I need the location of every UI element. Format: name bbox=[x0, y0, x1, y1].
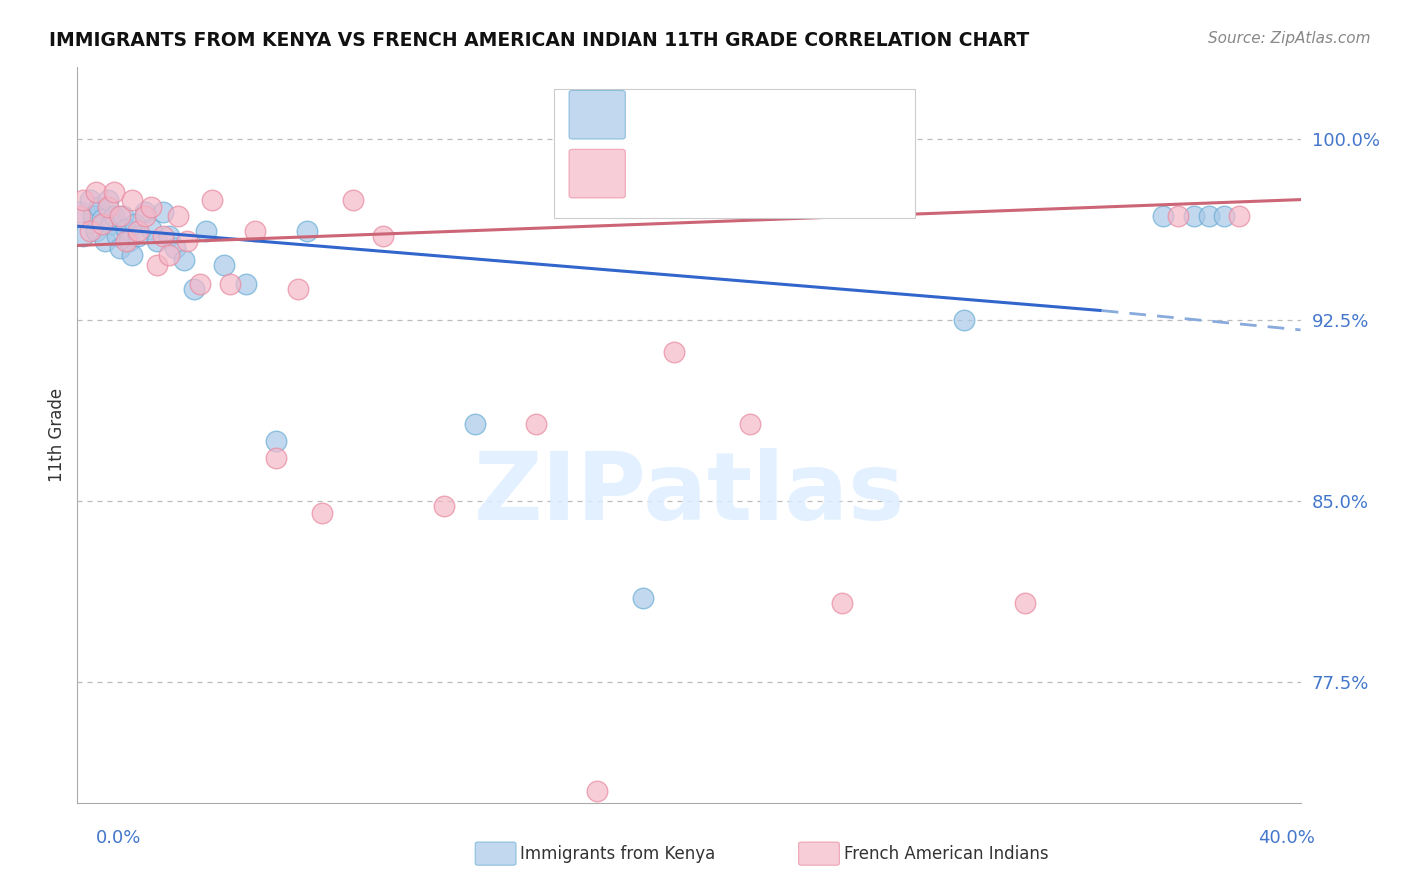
Point bbox=[1014, 595, 1036, 609]
Point bbox=[90, 217, 112, 231]
Point bbox=[1152, 210, 1174, 224]
Point bbox=[433, 499, 456, 513]
Text: Source: ZipAtlas.com: Source: ZipAtlas.com bbox=[1208, 31, 1371, 46]
Point bbox=[79, 193, 101, 207]
Point bbox=[235, 277, 257, 291]
Point bbox=[112, 210, 135, 224]
Point bbox=[662, 344, 685, 359]
Text: 0.0%: 0.0% bbox=[96, 829, 141, 847]
Point bbox=[97, 193, 120, 207]
FancyBboxPatch shape bbox=[569, 90, 626, 139]
Point bbox=[264, 434, 287, 448]
Point bbox=[295, 224, 318, 238]
Point bbox=[108, 210, 131, 224]
Point bbox=[953, 313, 976, 327]
Point bbox=[97, 200, 120, 214]
Point bbox=[127, 228, 149, 243]
Point bbox=[524, 417, 547, 431]
Point bbox=[121, 248, 143, 262]
Point bbox=[146, 258, 169, 272]
Point bbox=[79, 224, 101, 238]
Point bbox=[183, 282, 205, 296]
Point bbox=[165, 241, 187, 255]
Point bbox=[342, 193, 364, 207]
Point bbox=[84, 186, 107, 200]
Point bbox=[157, 228, 180, 243]
Text: R = 0.040: R = 0.040 bbox=[637, 164, 740, 183]
Point bbox=[115, 234, 138, 248]
Point bbox=[121, 193, 143, 207]
Point bbox=[194, 224, 217, 238]
Point bbox=[1182, 210, 1205, 224]
Point bbox=[134, 210, 156, 224]
Point bbox=[212, 258, 235, 272]
Point bbox=[118, 234, 141, 248]
Point bbox=[139, 221, 162, 235]
Point bbox=[287, 282, 309, 296]
Point bbox=[631, 591, 654, 605]
Y-axis label: 11th Grade: 11th Grade bbox=[48, 388, 66, 482]
Point bbox=[1198, 210, 1220, 224]
Point bbox=[90, 211, 112, 226]
Point bbox=[586, 783, 609, 797]
Point bbox=[84, 224, 107, 238]
Point bbox=[127, 224, 149, 238]
Point bbox=[69, 204, 91, 219]
Point bbox=[108, 241, 131, 255]
FancyBboxPatch shape bbox=[554, 89, 915, 218]
Point bbox=[152, 228, 174, 243]
Point bbox=[82, 210, 104, 224]
Point bbox=[115, 221, 138, 235]
Point bbox=[105, 228, 128, 243]
Point bbox=[157, 248, 180, 262]
Text: French American Indians: French American Indians bbox=[844, 845, 1049, 863]
Point bbox=[1167, 210, 1189, 224]
Point bbox=[173, 252, 195, 267]
Point bbox=[69, 210, 91, 224]
Text: ZIPatlas: ZIPatlas bbox=[474, 448, 904, 540]
Point bbox=[139, 200, 162, 214]
Point bbox=[134, 204, 156, 219]
Point bbox=[201, 193, 224, 207]
FancyBboxPatch shape bbox=[569, 149, 626, 198]
Point bbox=[831, 595, 853, 609]
Point bbox=[72, 193, 94, 207]
Point bbox=[264, 450, 287, 465]
Text: 40.0%: 40.0% bbox=[1258, 829, 1315, 847]
Point bbox=[72, 228, 94, 243]
Point bbox=[100, 217, 122, 231]
Text: R = -0.158: R = -0.158 bbox=[637, 105, 748, 124]
Point bbox=[103, 186, 125, 200]
Point bbox=[152, 204, 174, 219]
Point bbox=[740, 417, 762, 431]
Point bbox=[124, 217, 146, 231]
Point bbox=[1229, 210, 1251, 224]
Point bbox=[94, 234, 117, 248]
Point bbox=[188, 277, 211, 291]
Point bbox=[103, 210, 125, 224]
Point bbox=[176, 234, 198, 248]
Point bbox=[891, 193, 914, 207]
Text: Immigrants from Kenya: Immigrants from Kenya bbox=[520, 845, 716, 863]
Point bbox=[1213, 210, 1236, 224]
Point bbox=[87, 200, 110, 214]
Text: N = 43: N = 43 bbox=[780, 164, 851, 183]
Point bbox=[167, 210, 190, 224]
Point bbox=[371, 228, 394, 243]
Point bbox=[311, 506, 333, 520]
Point bbox=[219, 277, 242, 291]
Point bbox=[146, 234, 169, 248]
Point bbox=[464, 417, 486, 431]
Text: N = 39: N = 39 bbox=[780, 105, 852, 124]
Text: IMMIGRANTS FROM KENYA VS FRENCH AMERICAN INDIAN 11TH GRADE CORRELATION CHART: IMMIGRANTS FROM KENYA VS FRENCH AMERICAN… bbox=[49, 31, 1029, 50]
Point bbox=[243, 224, 266, 238]
